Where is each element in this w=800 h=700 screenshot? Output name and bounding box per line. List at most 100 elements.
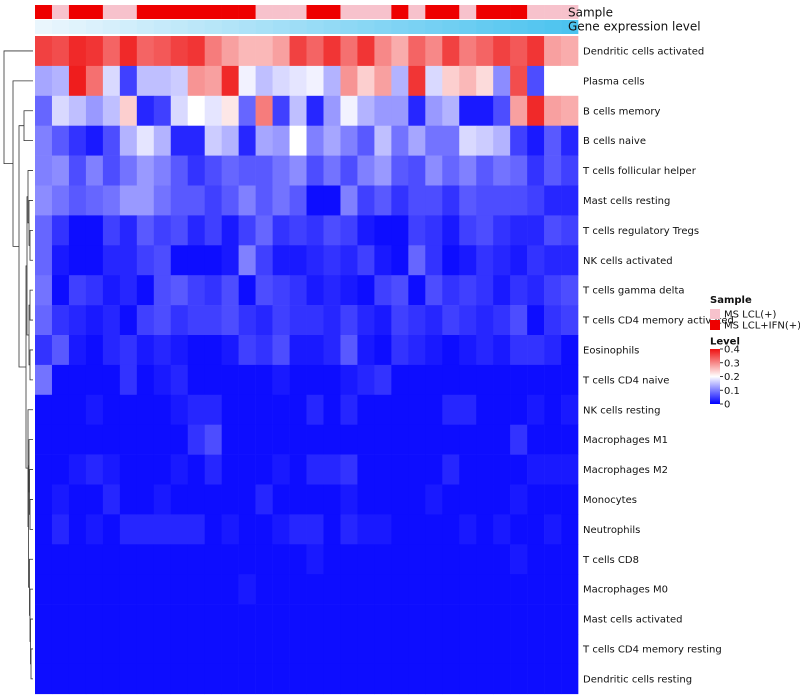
- heatmap-cell: [459, 424, 477, 455]
- heatmap-cell: [510, 155, 528, 186]
- heatmap-cell: [272, 454, 290, 485]
- heatmap-cell: [510, 65, 528, 97]
- legend-sample-title: Sample: [710, 295, 752, 306]
- heatmap-cell: [357, 484, 375, 515]
- heatmap-cell: [340, 454, 358, 485]
- heatmap-cell: [408, 663, 426, 695]
- sample-annotation-cell: [527, 5, 545, 19]
- heatmap-cell: [425, 125, 443, 156]
- expression-annotation-cell: [323, 20, 341, 34]
- heatmap-cell: [85, 514, 104, 545]
- heatmap-cell: [153, 95, 172, 126]
- heatmap-cell: [238, 305, 256, 336]
- heatmap-cell: [357, 364, 375, 396]
- heatmap-cell: [51, 364, 70, 396]
- heatmap-cell: [510, 634, 528, 665]
- legend-level-ticks: 0.4 0.3 0.2 0.1 0: [720, 345, 740, 411]
- sample-annotation-cell: [425, 5, 443, 19]
- heatmap-cell: [204, 424, 222, 455]
- sample-annotation-cell: [459, 5, 477, 19]
- heatmap-cell: [442, 424, 460, 455]
- heatmap-cell: [136, 484, 155, 515]
- row-label: Mast cells resting: [583, 196, 670, 207]
- sample-annotation-cell: [323, 5, 341, 19]
- heatmap-cell: [85, 125, 104, 156]
- heatmap-cell: [136, 394, 155, 425]
- heatmap-cell: [221, 65, 239, 97]
- heatmap-cell: [255, 424, 273, 455]
- expression-annotation-cell: [493, 20, 511, 34]
- heatmap-cell: [357, 424, 375, 455]
- heatmap-cell: [153, 604, 172, 635]
- heatmap-cell: [391, 36, 409, 67]
- heatmap-cell: [527, 215, 545, 246]
- dendrogram-branch: [30, 648, 33, 680]
- heatmap-cell: [459, 215, 477, 246]
- heatmap-cell: [476, 245, 494, 276]
- heatmap-cell: [68, 305, 87, 336]
- heatmap-cell: [561, 125, 579, 156]
- row-label: NK cells resting: [583, 405, 660, 416]
- heatmap-cell: [289, 514, 307, 545]
- heatmap-cell: [51, 544, 70, 575]
- dendrogram-branch: [23, 110, 33, 142]
- heatmap-cell: [408, 604, 426, 635]
- heatmap-cell: [238, 155, 256, 186]
- heatmap-cell: [374, 634, 392, 665]
- heatmap-cell: [408, 544, 426, 575]
- sample-annotation-cell: [493, 5, 511, 19]
- heatmap-cell: [289, 155, 307, 186]
- heatmap-cell: [323, 514, 341, 545]
- heatmap-cell: [255, 215, 273, 246]
- heatmap-cell: [459, 574, 477, 605]
- heatmap-cell: [527, 424, 545, 455]
- heatmap-cell: [425, 215, 443, 246]
- dendrogram-branch: [29, 499, 33, 530]
- heatmap-cell: [136, 574, 155, 605]
- heatmap-cell: [442, 335, 460, 366]
- heatmap-cell: [170, 574, 189, 605]
- heatmap-cell: [238, 663, 256, 695]
- dendrogram-branch: [30, 618, 33, 665]
- heatmap-cell: [544, 663, 562, 695]
- heatmap-cell: [102, 634, 121, 665]
- heatmap-cell: [221, 245, 239, 276]
- heatmap-cell: [85, 604, 104, 635]
- heatmap-cell: [374, 335, 392, 366]
- heatmap-cell: [323, 364, 341, 396]
- heatmap-cell: [527, 335, 545, 366]
- heatmap-cell: [425, 245, 443, 276]
- sample-annotation-cell: [510, 5, 528, 19]
- heatmap-cell: [68, 604, 87, 635]
- expression-annotation-cell: [357, 20, 375, 34]
- heatmap-cell: [204, 215, 222, 246]
- heatmap-cell: [510, 454, 528, 485]
- heatmap-cell: [442, 394, 460, 425]
- heatmap-cell: [170, 364, 189, 396]
- heatmap-cell: [102, 454, 121, 485]
- heatmap-cell: [544, 155, 562, 186]
- heatmap-cell: [289, 245, 307, 276]
- heatmap-cell: [340, 95, 358, 126]
- legend-swatch-ms-lcl: [710, 309, 720, 319]
- heatmap-cell: [255, 514, 273, 545]
- heatmap-cell: [544, 65, 562, 97]
- heatmap-cell: [510, 424, 528, 455]
- heatmap-cell: [476, 36, 494, 67]
- heatmap-cell: [510, 95, 528, 126]
- heatmap-cell: [136, 634, 155, 665]
- heatmap-cell: [510, 305, 528, 336]
- heatmap-cell: [493, 454, 511, 485]
- heatmap-cell: [306, 185, 324, 216]
- heatmap-cell: [527, 663, 545, 695]
- heatmap-cell: [510, 484, 528, 515]
- heatmap-cell: [561, 36, 579, 67]
- heatmap-cell: [561, 574, 579, 605]
- heatmap-cell: [323, 335, 341, 366]
- row-label: Macrophages M2: [583, 465, 668, 476]
- row-label: Eosinophils: [583, 345, 639, 356]
- annotation-label-sample: Sample: [568, 6, 613, 20]
- heatmap-cell: [136, 36, 155, 67]
- heatmap-cell: [357, 663, 375, 695]
- heatmap-cell: [289, 604, 307, 635]
